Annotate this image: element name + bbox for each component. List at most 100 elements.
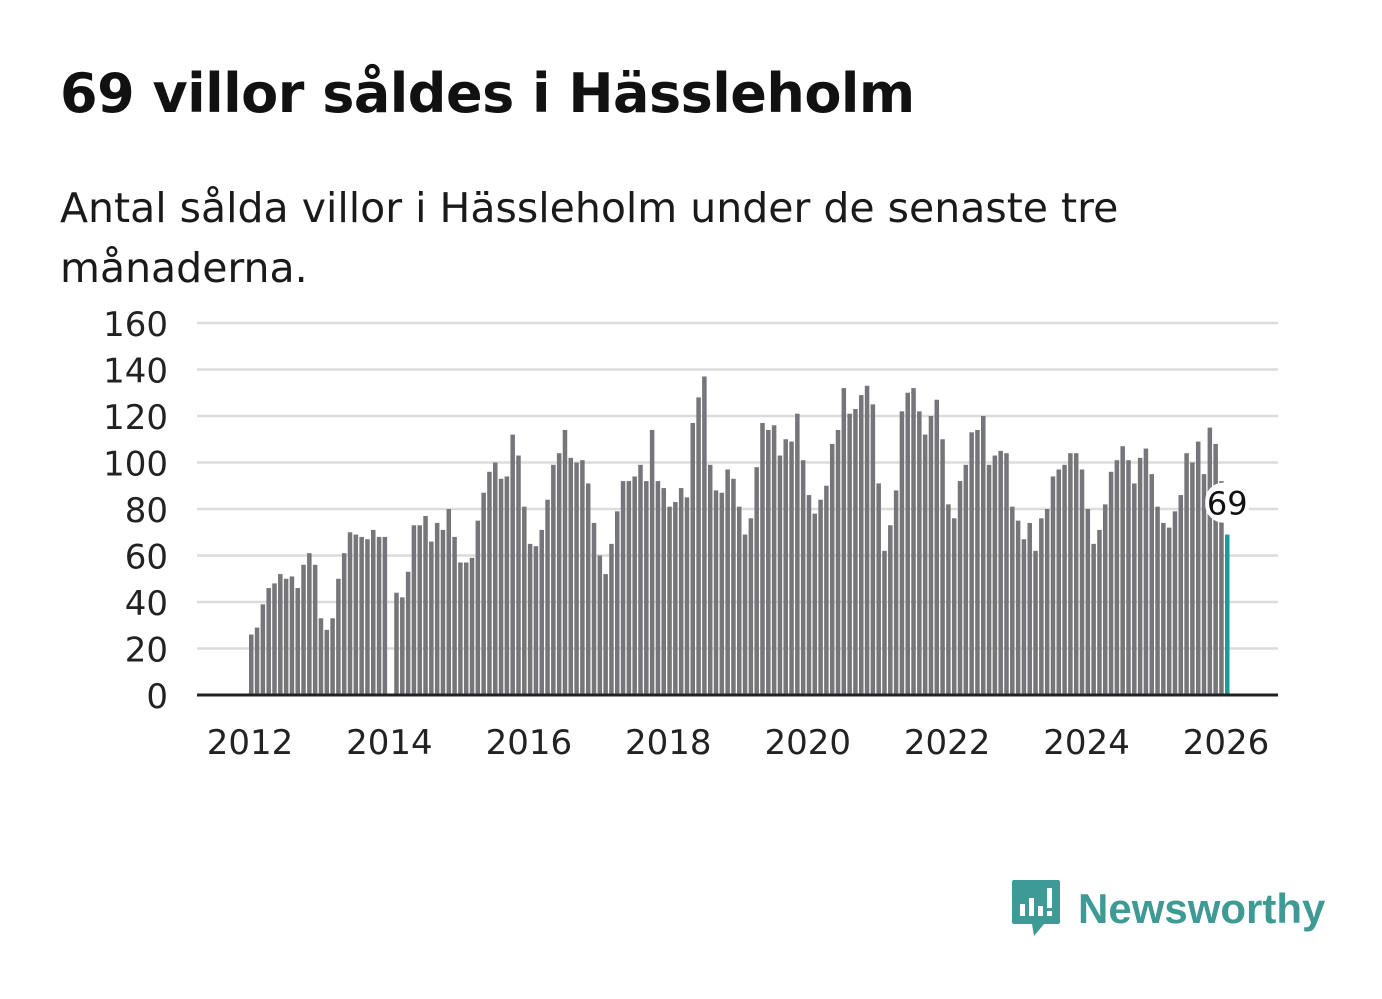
bar [1166,527,1172,695]
bar [1068,453,1073,695]
bar [585,483,591,695]
bar [748,518,754,695]
bar [1161,522,1166,695]
bar [1120,446,1125,695]
bar [1213,443,1218,695]
bar [341,553,347,695]
bar [498,478,504,695]
bar [347,532,353,695]
bar [1050,476,1056,695]
bar [1015,520,1021,695]
bar [580,460,585,695]
bar [481,492,486,695]
bar [876,483,881,695]
bar [411,525,417,695]
chart-title: 69 villor såldes i Hässleholm [60,62,915,125]
x-tick-label: 2022 [904,723,991,763]
bar [731,478,736,695]
bar [545,499,550,695]
bar [487,471,492,695]
bar [493,462,498,695]
bar [1108,471,1114,695]
bar [928,416,934,695]
bar [1004,453,1009,695]
bar [673,502,678,695]
bar [1126,460,1131,695]
bar [249,634,254,695]
bar [272,583,277,695]
x-tick-label: 2020 [764,723,851,763]
bar [818,499,823,695]
y-tick-label: 100 [103,445,168,485]
bar-latest [1225,534,1230,695]
bar [417,525,422,695]
bar [829,443,835,695]
newsworthy-brand: Newsworthy [1010,878,1325,940]
bar [1097,529,1102,695]
bar [591,522,597,695]
bar [696,397,701,695]
bar [1091,543,1096,695]
bar [516,455,521,695]
bar [905,392,910,695]
y-tick-label: 80 [125,491,168,531]
bar [336,578,341,695]
bar [777,455,783,695]
bar [934,399,940,695]
bar [847,413,852,695]
bar [301,564,306,695]
bar [1021,539,1027,695]
x-tick-label: 2026 [1183,723,1270,763]
annotation-label: 69 [1207,485,1248,523]
bar [975,429,980,695]
bar [946,504,951,695]
bar [1207,427,1213,695]
bar [707,464,713,695]
bar [917,411,922,695]
bar [382,536,388,695]
bar [307,553,312,695]
bar [452,536,457,695]
y-tick-label: 60 [125,538,168,578]
x-tick-label: 2016 [486,723,573,763]
bar [644,481,649,695]
bar [870,404,876,695]
bar [969,432,974,695]
bar [998,450,1003,695]
bar [713,490,719,695]
x-tick-label: 2018 [625,723,712,763]
bar [1033,550,1038,695]
bar [1114,460,1120,695]
bar [899,411,905,695]
bar [1143,448,1149,695]
bar [760,422,765,695]
bar [1201,474,1207,695]
x-axis-labels: 2012 2014 2016 2018 2020 2022 2024 2026 [207,723,1270,763]
bar [463,562,469,695]
bar [1044,509,1050,695]
bar [649,429,655,695]
bar [260,604,266,695]
y-axis-labels: 0 20 40 60 80 100 120 140 160 [103,305,168,717]
bar [533,546,539,695]
bar [615,511,620,695]
bar [690,422,696,695]
bar [597,555,603,695]
bar [620,481,626,695]
bar [678,488,684,695]
bar [365,539,370,695]
bar [562,429,568,695]
bar [400,597,405,695]
bar [882,550,887,695]
y-tick-label: 140 [103,352,168,392]
bar [992,455,998,695]
bar [766,429,771,695]
bar [795,413,800,695]
annotation-bg [1205,482,1250,523]
bar [1132,483,1137,695]
bar [568,457,574,695]
bar [434,522,440,695]
bar [1079,469,1085,695]
x-tick-label: 2012 [207,723,294,763]
